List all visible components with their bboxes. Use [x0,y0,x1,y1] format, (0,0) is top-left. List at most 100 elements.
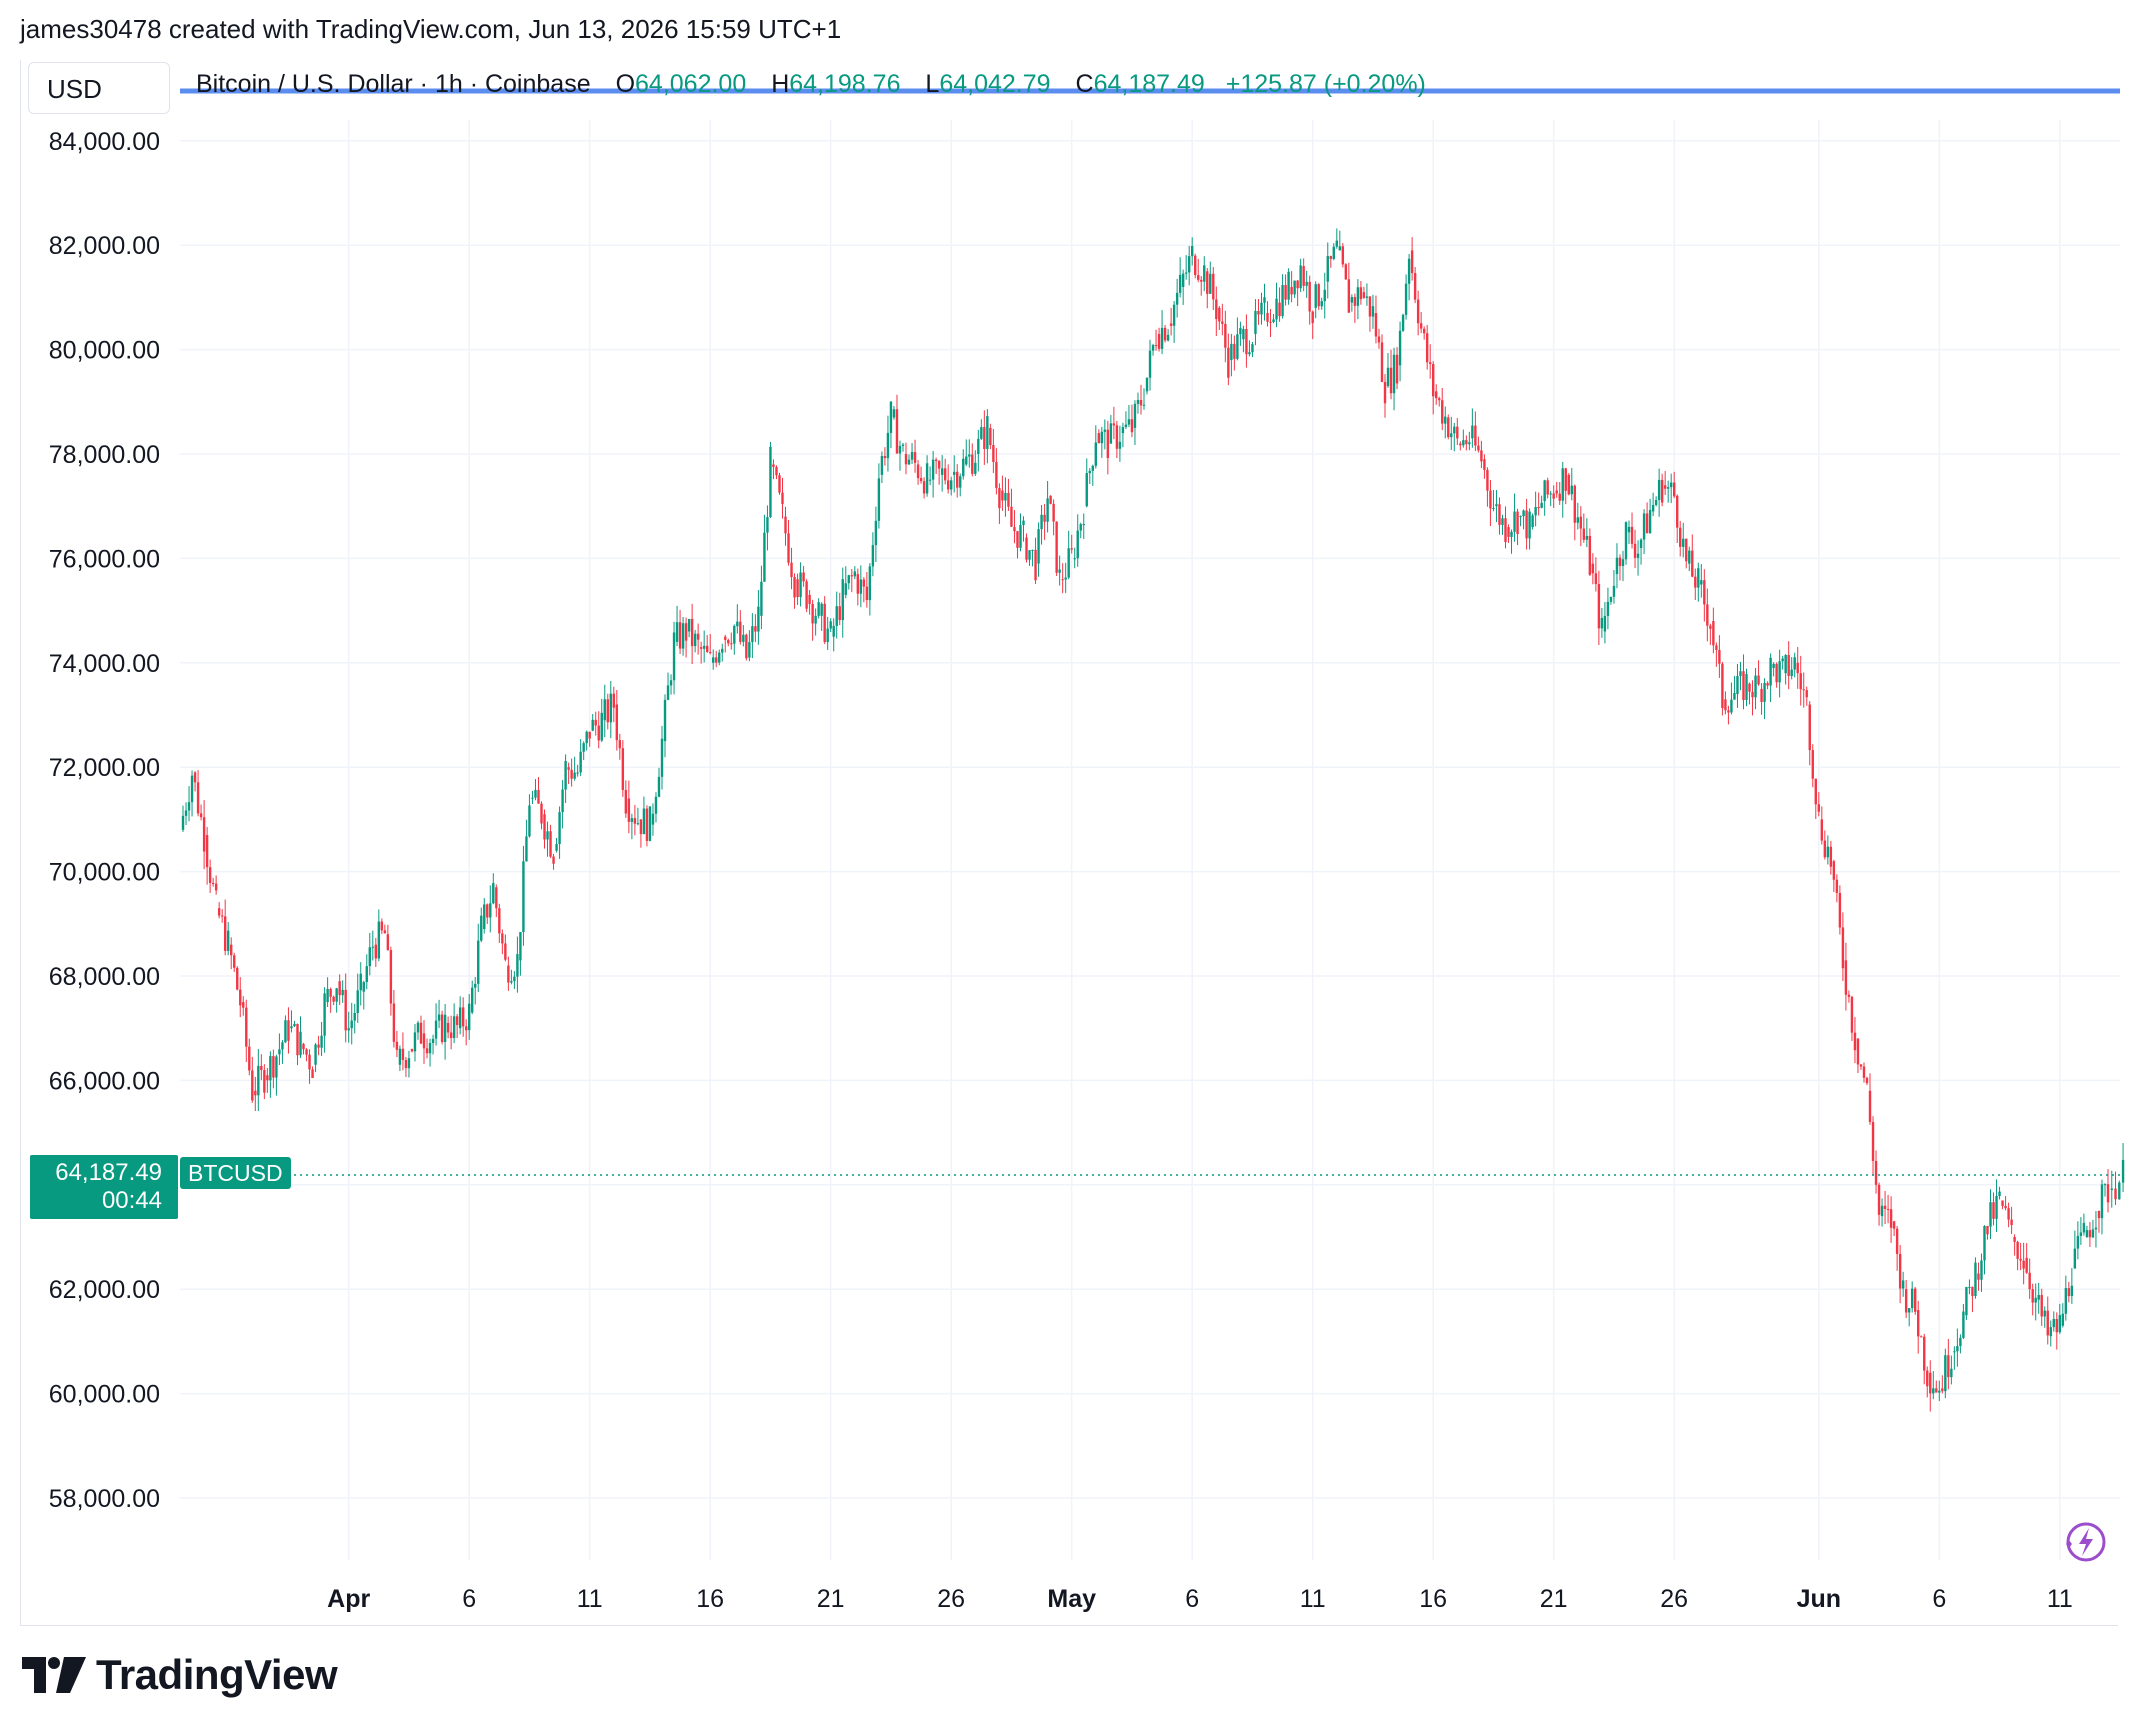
candle-body [1163,327,1167,341]
candle-body [1290,286,1293,295]
candle-body [350,1020,353,1029]
candle-body [320,1035,323,1048]
tradingview-logo[interactable]: TradingView [22,1650,338,1700]
y-tick-label: 58,000.00 [49,1485,160,1513]
candle-body [196,782,200,814]
candle-body [733,625,736,644]
candle-body [2094,1227,2098,1230]
candle-body [630,818,634,822]
candle-body [1645,513,1649,534]
candle-body [1549,493,1552,495]
candle-body [1534,507,1537,516]
candle-body [1787,655,1790,676]
candle-body [1230,343,1233,361]
candle-body [892,409,896,418]
candle-body [410,1049,414,1052]
candle-body [709,652,712,654]
candle-body [1100,431,1104,444]
candle-body [950,480,953,490]
candle-body [474,983,477,988]
candle-body [835,606,838,626]
candle-body [1910,1288,1914,1309]
candle-body [1829,846,1833,867]
candle-body [1019,525,1022,548]
x-tick-label: 26 [1660,1585,1688,1613]
candle-body [1139,400,1143,406]
candle-body [443,1014,447,1043]
candle-body [293,1023,296,1027]
close-value: 64,187.49 [1093,70,1205,98]
candle-body [1471,425,1474,439]
candle-body [230,944,233,956]
candle-body [1314,284,1317,308]
candle-body [1917,1310,1920,1337]
candle-body [356,990,359,1014]
candle-body [971,454,974,474]
candle-body [721,648,724,653]
candle-body [748,642,751,658]
candle-body [865,586,869,600]
candle-body [335,988,338,1002]
candle-body [889,401,893,433]
lightning-sparkle-icon[interactable] [2060,1518,2108,1566]
candle-body [799,572,802,598]
candle-body [763,532,766,582]
candle-body [2100,1184,2104,1219]
candle-body [1052,503,1055,522]
candle-body [980,427,983,439]
candle-body [1266,313,1269,322]
candle-body [425,1048,429,1054]
candle-body [1564,468,1567,491]
candle-body [531,797,534,799]
candle-body [416,1022,420,1033]
candle-body [687,618,691,632]
candle-body [1935,1388,1938,1393]
candle-body [1109,423,1113,444]
candle-body [1166,334,1170,341]
currency-selector[interactable]: USD [28,62,170,114]
candle-body [1968,1286,1971,1288]
candle-body [1302,266,1305,286]
candle-body [2037,1294,2040,1300]
candle-body [904,454,908,465]
candle-body [1793,657,1796,670]
candle-body [1673,482,1676,497]
candle-body [501,933,504,944]
candle-body [1923,1336,1926,1371]
candle-body [1868,1090,1872,1123]
candle-body [2049,1327,2052,1337]
candle-body [1049,495,1052,504]
candle-body [377,921,381,959]
candle-body [1606,601,1610,616]
candle-body [302,1043,305,1050]
candle-body [507,965,510,983]
candle-body [2106,1184,2110,1203]
candle-body [1700,580,1703,585]
candle-body [1486,469,1489,491]
candle-body [431,1038,435,1043]
candle-body [480,915,483,941]
candle-body [1811,750,1814,779]
candle-body [1685,538,1688,562]
candle-body [1028,550,1031,560]
x-tick-label: 16 [696,1585,724,1613]
candle-body [959,476,962,488]
candle-body [1654,500,1658,505]
candle-body [546,831,549,840]
candle-body [1531,515,1534,528]
candle-body [712,657,715,663]
candle-body [934,459,938,461]
candle-body [1612,585,1616,597]
candle-body [1428,362,1432,365]
candle-body [1377,336,1381,343]
candle-body [211,882,215,884]
candle-body [1278,302,1281,317]
candle-body [1031,549,1034,551]
candle-body [1739,671,1742,676]
candle-body [1974,1262,1977,1297]
candle-body [1212,273,1215,300]
candle-body [588,731,591,739]
candle-body [1904,1289,1908,1313]
candle-body [528,805,531,837]
